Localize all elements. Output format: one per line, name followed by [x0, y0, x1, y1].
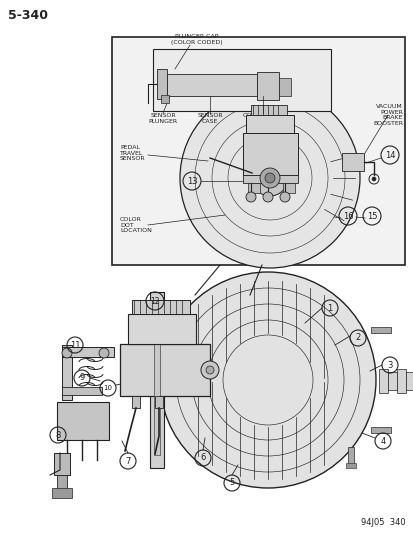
Text: SENSOR
CASE: SENSOR CASE [197, 113, 222, 124]
Circle shape [371, 177, 375, 181]
Bar [250, 105, 286, 115]
Bar [378, 369, 387, 393]
Circle shape [99, 348, 109, 358]
Circle shape [180, 88, 359, 268]
Bar [54, 453, 70, 475]
Text: 5-340: 5-340 [8, 9, 48, 22]
Bar [278, 78, 290, 96]
Bar [112, 37, 404, 265]
Text: MIN: MIN [157, 332, 166, 336]
Text: 6: 6 [200, 454, 205, 463]
Bar [282, 175, 294, 193]
Text: PLUNGER CAP
(COLOR CODED): PLUNGER CAP (COLOR CODED) [171, 34, 222, 45]
Text: 4: 4 [380, 437, 385, 446]
Bar [242, 133, 297, 175]
Circle shape [252, 160, 287, 196]
Bar [57, 402, 109, 440]
Bar [62, 387, 102, 395]
Bar [62, 347, 114, 357]
Circle shape [159, 272, 375, 488]
Bar [242, 175, 297, 183]
Bar [128, 314, 195, 344]
Text: COLOR
DOT
LOCATION: COLOR DOT LOCATION [120, 217, 152, 233]
Circle shape [62, 348, 72, 358]
Bar [247, 175, 259, 193]
Circle shape [262, 192, 272, 202]
Bar [245, 115, 293, 133]
Text: SENSOR
PLUNGER: SENSOR PLUNGER [148, 113, 177, 124]
Bar [62, 345, 72, 400]
Bar [132, 396, 140, 408]
Text: 1: 1 [327, 303, 332, 312]
Text: MAX: MAX [156, 324, 167, 328]
Text: 12: 12 [150, 296, 159, 305]
Bar [341, 153, 363, 171]
Bar [157, 69, 166, 99]
Bar [405, 372, 413, 390]
Text: 13: 13 [186, 176, 197, 185]
Bar [166, 74, 256, 96]
Text: 9: 9 [79, 374, 84, 383]
Text: 16: 16 [342, 212, 352, 221]
Text: 3: 3 [387, 360, 392, 369]
Text: 15: 15 [366, 212, 376, 221]
Bar [120, 344, 209, 396]
Circle shape [201, 361, 218, 379]
Text: PEDAL
TRAVEL
SENSOR: PEDAL TRAVEL SENSOR [120, 144, 145, 161]
Text: VACUUM
POWER
BRAKE
BOOSTER: VACUUM POWER BRAKE BOOSTER [372, 104, 402, 126]
Circle shape [259, 168, 279, 188]
Circle shape [245, 192, 255, 202]
Bar [347, 447, 353, 465]
Bar [154, 396, 163, 408]
Circle shape [264, 173, 274, 183]
Text: 2: 2 [354, 334, 360, 343]
Bar [396, 369, 405, 393]
Text: 14: 14 [384, 150, 394, 159]
Text: 94J05  340: 94J05 340 [361, 518, 405, 527]
Bar [57, 475, 67, 490]
Bar [256, 72, 278, 100]
Text: CONNECTOR
TERMINAL: CONNECTOR TERMINAL [242, 113, 282, 124]
Bar [345, 463, 355, 468]
Bar [370, 427, 390, 433]
Text: 8: 8 [55, 431, 61, 440]
Bar [161, 95, 169, 103]
Bar [387, 372, 396, 390]
Bar [153, 49, 330, 111]
Bar [370, 327, 390, 333]
Bar [154, 305, 159, 455]
Bar [52, 488, 72, 498]
Circle shape [279, 192, 289, 202]
Text: 7: 7 [125, 456, 131, 465]
Text: 11: 11 [69, 341, 80, 350]
Bar [150, 292, 164, 468]
Text: 5: 5 [229, 479, 234, 488]
Text: 10: 10 [103, 385, 112, 391]
Circle shape [206, 366, 214, 374]
Bar [132, 300, 190, 314]
